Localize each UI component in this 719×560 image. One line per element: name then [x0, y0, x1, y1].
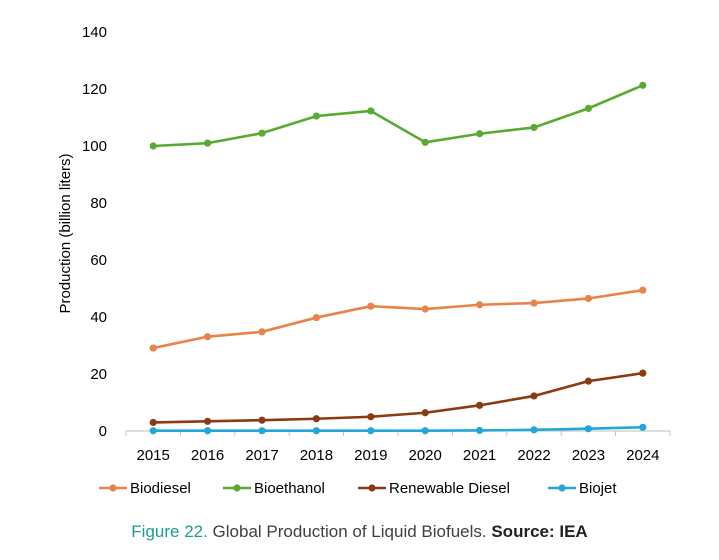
y-tick-label: 60	[90, 252, 107, 269]
data-point	[421, 138, 429, 146]
legend-label: Biodiesel	[130, 480, 191, 497]
data-point	[258, 427, 266, 435]
legend-item: Biodiesel	[99, 480, 191, 497]
y-tick-label: 40	[90, 309, 107, 326]
data-point	[367, 427, 375, 435]
legend-marker	[233, 484, 241, 492]
data-point	[584, 294, 593, 303]
series-line	[151, 288, 645, 350]
caption-source: Source: IEA	[491, 522, 588, 541]
series-biojet	[149, 423, 647, 435]
legend-marker	[558, 484, 566, 492]
data-point	[149, 344, 157, 352]
data-point	[204, 139, 212, 147]
data-point	[530, 392, 538, 400]
x-tick-label: 2022	[517, 447, 550, 464]
x-tick-label: 2023	[572, 447, 605, 464]
data-point	[421, 305, 429, 313]
data-point	[476, 401, 484, 409]
x-tick-label: 2019	[354, 447, 387, 464]
legend-item: Renewable Diesel	[358, 480, 510, 497]
data-point	[584, 104, 593, 112]
legend-marker	[368, 484, 376, 492]
caption-text: Global Production of Liquid Biofuels.	[207, 522, 492, 541]
legend-item: Bioethanol	[223, 480, 325, 497]
x-tick-label: 2021	[463, 447, 496, 464]
series-line	[151, 83, 645, 148]
data-point	[476, 426, 484, 435]
data-point	[584, 425, 593, 433]
y-tick-label: 120	[82, 81, 107, 98]
series-bioethanol	[149, 81, 647, 150]
legend-label: Biojet	[579, 480, 617, 497]
x-tick-label: 2015	[137, 447, 170, 464]
data-point	[149, 427, 157, 435]
data-point	[204, 333, 212, 341]
y-axis: 0 20 40 60 80 100 120 140	[82, 24, 107, 440]
data-point	[476, 301, 484, 309]
series-layer	[149, 81, 647, 435]
data-point	[367, 302, 375, 310]
x-axis: 2015 2016 2017 2018 2019 2020 2021 2022 2023 2024	[125, 430, 671, 464]
data-point	[367, 107, 375, 115]
data-point	[312, 313, 320, 322]
data-point	[421, 427, 429, 435]
data-point	[639, 369, 647, 377]
legend-marker	[109, 484, 117, 492]
data-point	[476, 130, 484, 138]
data-point	[258, 416, 266, 424]
data-point	[639, 286, 647, 294]
y-axis-title: Production (billion liters)	[57, 153, 74, 313]
y-tick-label: 20	[90, 366, 107, 383]
y-tick-label: 0	[99, 423, 107, 440]
y-tick-label: 140	[82, 24, 107, 41]
data-point	[584, 377, 593, 385]
data-point	[204, 417, 212, 425]
data-point	[149, 142, 157, 150]
x-tick-label: 2020	[409, 447, 442, 464]
y-tick-label: 100	[82, 138, 107, 155]
data-point	[312, 415, 320, 423]
series-line	[151, 371, 645, 424]
data-point	[312, 112, 320, 120]
x-tick-label: 2018	[300, 447, 333, 464]
x-tick-label: 2017	[245, 447, 278, 464]
data-point	[530, 299, 538, 307]
data-point	[530, 123, 538, 132]
data-point	[639, 81, 647, 89]
data-point	[639, 423, 647, 431]
series-renewable-diesel	[149, 369, 647, 427]
data-point	[312, 427, 320, 435]
figure-number: Figure 22.	[131, 522, 208, 541]
series-line	[151, 425, 645, 433]
y-tick-label: 80	[90, 195, 107, 212]
data-point	[204, 427, 212, 435]
data-point	[149, 418, 157, 427]
legend: Biodiesel Bioethanol Renewable Diesel Bioje…	[99, 480, 617, 497]
data-point	[421, 409, 429, 417]
legend-item: Biojet	[548, 480, 617, 497]
data-point	[258, 328, 266, 336]
data-point	[258, 129, 266, 137]
figure-caption: Figure 22. Global Production of Liquid B…	[0, 522, 719, 542]
legend-label: Bioethanol	[254, 480, 325, 497]
series-biodiesel	[149, 286, 647, 352]
x-tick-label: 2024	[626, 447, 659, 464]
legend-label: Renewable Diesel	[389, 480, 510, 497]
data-point	[530, 426, 538, 434]
data-point	[367, 413, 375, 421]
x-tick-label: 2016	[191, 447, 224, 464]
